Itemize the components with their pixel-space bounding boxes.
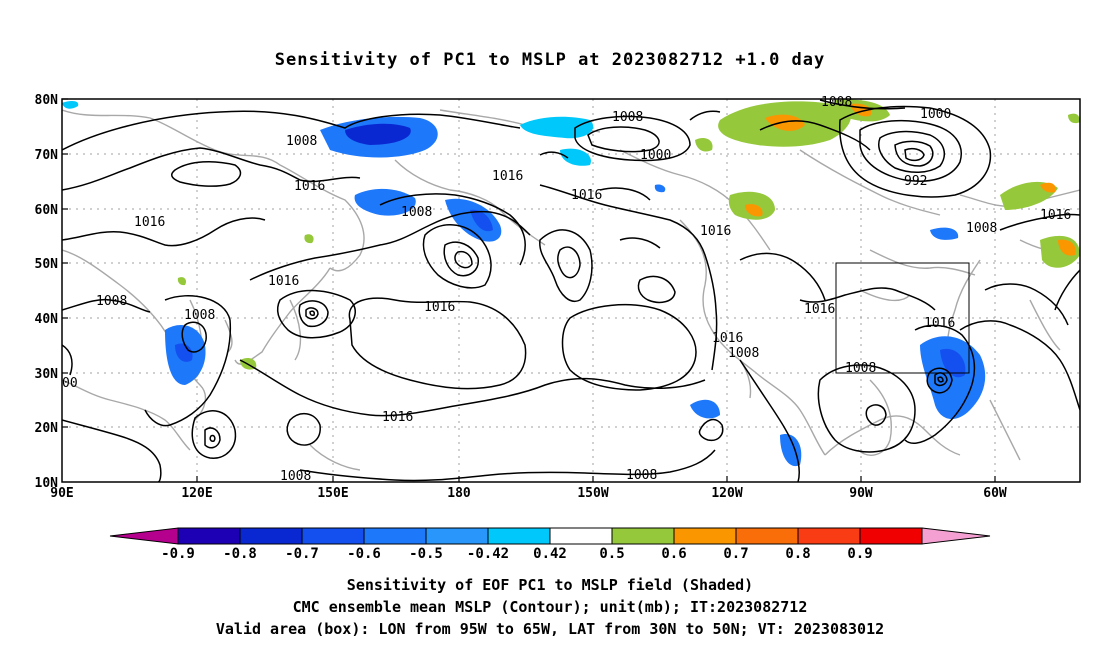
colorbar-tick-label: -0.5 [409, 546, 443, 562]
lat-label: 50N [35, 257, 59, 272]
contour-label: 1016 [712, 331, 743, 346]
map-border [61, 98, 1081, 483]
colorbar-swatch [109, 527, 179, 545]
lon-label: 120E [181, 486, 212, 501]
contour-label: 1008 [728, 346, 759, 361]
lon-label: 150W [577, 486, 608, 501]
contour-label: 1016 [294, 179, 325, 194]
colorbar-tick-label: 0.7 [723, 546, 748, 562]
colorbar-tick-label: -0.8 [223, 546, 257, 562]
page-title: Sensitivity of PC1 to MSLP at 2023082712… [274, 50, 826, 70]
colorbar-swatch [425, 527, 489, 545]
contour-label: 1016 [492, 169, 523, 184]
colorbar-swatch [239, 527, 303, 545]
caption-line: CMC ensemble mean MSLP (Contour); unit(m… [292, 598, 808, 616]
lon-label: 90E [50, 486, 73, 501]
colorbar-swatch [363, 527, 427, 545]
colorbar-tick-label: -0.9 [161, 546, 195, 562]
contour-label: 1016 [924, 316, 955, 331]
contour-label: 1016 [424, 300, 455, 315]
colorbar-swatch [921, 527, 991, 545]
contour-label: 1008 [184, 308, 215, 323]
colorbar-labels: -0.9 -0.8 -0.7 -0.6 -0.5 -0.42 0.42 0.5 0.6 0.7 0.… [161, 546, 873, 562]
colorbar-tick-label: 0.6 [661, 546, 686, 562]
colorbar-swatch [487, 527, 551, 545]
lon-label: 150E [317, 486, 348, 501]
contour-label: 1008 [612, 110, 643, 125]
colorbar-swatch [735, 527, 799, 545]
contour-label: 1016 [382, 410, 413, 425]
colorbar-tick-label: 0.8 [785, 546, 810, 562]
contour-label: 1016 [804, 302, 835, 317]
contour-label: 1008 [286, 134, 317, 149]
colorbar-swatch [611, 527, 675, 545]
colorbar-tick-label: -0.42 [467, 546, 509, 562]
contour-label: 1016 [700, 224, 731, 239]
axis-ticks [62, 98, 996, 482]
contour-label: 1016 [1040, 208, 1071, 223]
colorbar-tick-label: -0.7 [285, 546, 319, 562]
lat-label: 10N [35, 476, 59, 491]
contour-label: 1016 [134, 215, 165, 230]
lon-label: 90W [849, 486, 873, 501]
colorbar-swatch [797, 527, 861, 545]
colorbar-swatches [109, 527, 991, 545]
contour-labels: 1008 1016 1016 1016 1008 1016 1008 1016 … [62, 95, 1071, 484]
lat-label: 30N [35, 367, 59, 382]
caption-line: Valid area (box): LON from 95W to 65W, L… [215, 620, 885, 638]
contour-label: 1000 [920, 107, 951, 122]
contour-label: 1008 [401, 205, 432, 220]
longitude-labels: 90E 120E 150E 180 150W 120W 90W 60W [50, 486, 1007, 501]
lat-label: 20N [35, 421, 59, 436]
colorbar-tick-label: 0.5 [599, 546, 624, 562]
colorbar-tick-label: 0.9 [847, 546, 872, 562]
contour-label: 1016 [571, 188, 602, 203]
shading [62, 99, 1080, 467]
latitude-labels: 80N 70N 60N 50N 40N 30N 20N 10N [35, 93, 59, 491]
colorbar-tick-label: -0.6 [347, 546, 381, 562]
caption-line: Sensitivity of EOF PC1 to MSLP field (Sh… [346, 576, 754, 594]
contour-label: 1016 [268, 274, 299, 289]
mslp-contours [62, 99, 1080, 482]
lat-label: 70N [35, 148, 59, 163]
colorbar-swatch [177, 527, 241, 545]
contour-label: 00 [62, 376, 78, 391]
colorbar-tick-label: 0.42 [533, 546, 567, 562]
lat-label: 60N [35, 203, 59, 218]
contour-label: 1008 [966, 221, 997, 236]
lon-label: 120W [711, 486, 742, 501]
contour-label: 992 [904, 174, 927, 189]
lat-label: 40N [35, 312, 59, 327]
contour-label: 1008 [280, 469, 311, 484]
colorbar-swatch [859, 527, 923, 545]
contour-label: 1008 [96, 294, 127, 309]
contour-label: 1008 [845, 361, 876, 376]
colorbar-swatch [549, 527, 613, 545]
contour-label: 1000 [640, 148, 671, 163]
colorbar-swatch [301, 527, 365, 545]
contour-label: 1008 [626, 468, 657, 483]
captions: Sensitivity of EOF PC1 to MSLP field (Sh… [0, 574, 1100, 640]
lat-label: 80N [35, 93, 59, 108]
colorbar-swatch [673, 527, 737, 545]
lon-label: 60W [983, 486, 1007, 501]
valid-area-box [835, 262, 970, 374]
lon-label: 180 [447, 486, 471, 501]
